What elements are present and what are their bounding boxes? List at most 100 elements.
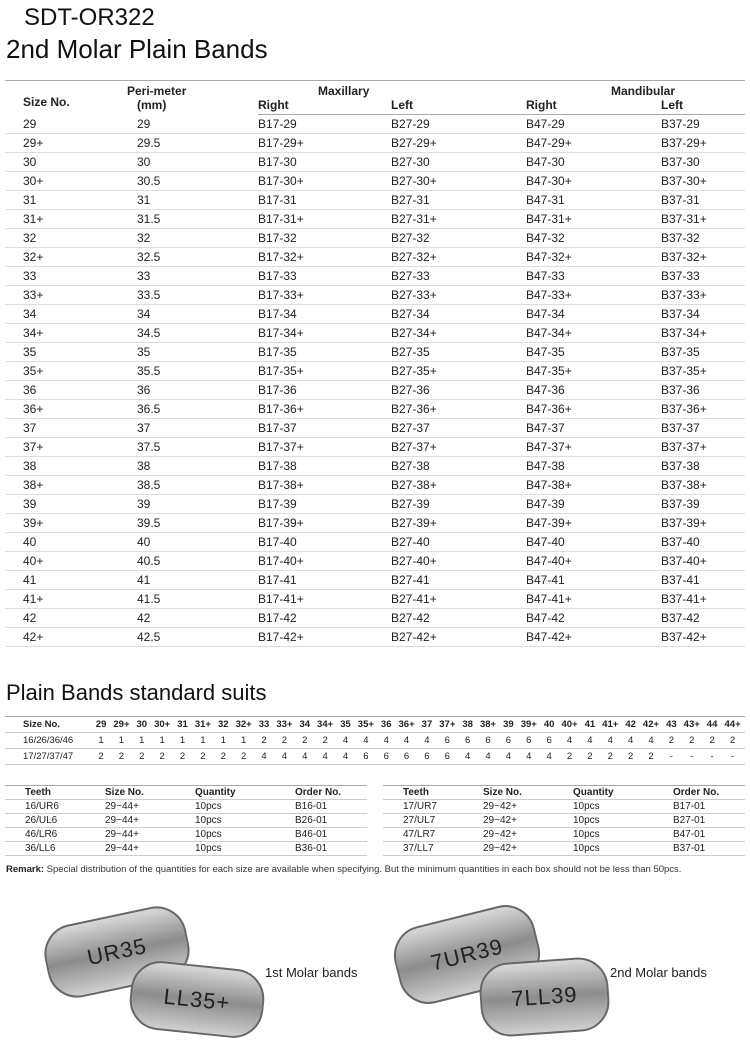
table-cell: 40+ — [557, 716, 582, 733]
table-cell: B37-37+ — [661, 437, 745, 457]
table-row: 42 42 B17-42 B27-42 B47-42 B37-42 — [5, 608, 745, 628]
table-cell: 2 — [720, 732, 745, 749]
table-cell: 2 — [272, 732, 297, 749]
table-cell: 4 — [353, 732, 379, 749]
table-cell: B27-42 — [391, 608, 526, 628]
table-cell: 4 — [272, 748, 297, 765]
table-cell: B47-33+ — [526, 285, 661, 305]
table-cell: B47-35+ — [526, 361, 661, 381]
suits-table: Size No. 29 29+ 30 30+ 31 31+ 32 32+ 33 33+ 34 34+ 35… — [5, 716, 745, 765]
table-row: 30 30 B17-30 B27-30 B47-30 B37-30 — [5, 152, 745, 172]
table-cell: 10pcs — [195, 841, 295, 856]
table-cell: B17-36 — [258, 380, 391, 400]
table-cell: 32 — [5, 228, 123, 248]
table-cell: 6 — [459, 732, 476, 749]
table-cell: 6 — [500, 732, 517, 749]
table-cell: 37+ — [5, 437, 123, 457]
table-cell: B17-31 — [258, 190, 391, 210]
table-cell: 4 — [255, 748, 273, 765]
table-cell: 33.5 — [123, 285, 258, 305]
table-cell: 30 — [133, 716, 150, 733]
table-cell: B27-31+ — [391, 209, 526, 229]
remark: Remark: Special distribution of the quan… — [6, 864, 681, 875]
table-cell: B17-33 — [258, 266, 391, 286]
table-cell: B17-35 — [258, 342, 391, 362]
caption-2nd-molar: 2nd Molar bands — [610, 965, 707, 980]
table-cell: 34+ — [5, 323, 123, 343]
table-cell: 33+ — [5, 285, 123, 305]
table-cell: B37-41 — [661, 570, 745, 590]
table-cell: - — [704, 748, 721, 765]
table-cell: 29~44+ — [105, 799, 195, 814]
col-maxillary: Maxillary — [258, 80, 526, 98]
table-cell: B17-38+ — [258, 475, 391, 495]
table-cell: 29~44+ — [105, 841, 195, 856]
table-cell: B37-36 — [661, 380, 745, 400]
table-cell: 4 — [581, 732, 598, 749]
table-cell: 1 — [109, 732, 134, 749]
table-cell: 38.5 — [123, 475, 258, 495]
table-cell: 27/UL7 — [383, 813, 483, 828]
table-cell: 29~42+ — [483, 827, 573, 842]
table-cell: B37-36+ — [661, 399, 745, 419]
table-cell: 40+ — [5, 551, 123, 571]
table-cell: B17-40 — [258, 532, 391, 552]
table-cell: B37-32 — [661, 228, 745, 248]
table-cell: B37-31+ — [661, 209, 745, 229]
table-cell: 36+ — [5, 399, 123, 419]
table-cell: 33 — [5, 266, 123, 286]
band-image-7ll39: 7LL39 — [477, 955, 612, 1039]
table-cell: 4 — [378, 732, 395, 749]
table-row: 42+ 42.5 B17-42+ B27-42+ B47-42+ B37-42+ — [5, 627, 745, 647]
table-cell: 30+ — [149, 716, 175, 733]
table-cell: B17-01 — [673, 799, 745, 814]
table-cell: Teeth — [383, 785, 483, 800]
table-cell: 36.5 — [123, 399, 258, 419]
table-cell: B27-31 — [391, 190, 526, 210]
table-cell: B37-32+ — [661, 247, 745, 267]
band-image-ll35: LL35+ — [126, 958, 268, 1041]
table-cell: 4 — [394, 732, 419, 749]
table-cell: 29~42+ — [483, 813, 573, 828]
table-cell: B27-35 — [391, 342, 526, 362]
table-cell: 39 — [123, 494, 258, 514]
table-cell: B17-40+ — [258, 551, 391, 571]
table-cell: 32.5 — [123, 247, 258, 267]
table-cell: 40 — [541, 716, 558, 733]
table-row: 29+ 29.5 B17-29+ B27-29+ B47-29+ B37-29+ — [5, 133, 745, 153]
table-cell: B47-30 — [526, 152, 661, 172]
table-cell: 4 — [622, 732, 639, 749]
table-cell: 6 — [475, 732, 501, 749]
table-cell: 1 — [174, 732, 191, 749]
table-cell: 39 — [5, 494, 123, 514]
remark-text: Special distribution of the quantities f… — [44, 864, 682, 875]
table-cell: - — [679, 748, 705, 765]
table-cell: B17-41+ — [258, 589, 391, 609]
table-cell: B17-34+ — [258, 323, 391, 343]
table-cell: B27-38 — [391, 456, 526, 476]
table-cell: 35+ — [5, 361, 123, 381]
table-cell: 29~44+ — [105, 827, 195, 842]
table-cell: 40 — [5, 532, 123, 552]
table-cell: 32 — [123, 228, 258, 248]
table-row: Size No. 29 29+ 30 30+ 31 31+ 32 32+ 33 33+ 34 34+ 35… — [5, 716, 745, 733]
table-cell: B37-34+ — [661, 323, 745, 343]
table-cell: 6 — [541, 732, 558, 749]
table-row: 16/UR6 29~44+ 10pcs B16-01 — [5, 799, 367, 814]
table-row: 34 34 B17-34 B27-34 B47-34 B37-34 — [5, 304, 745, 324]
table-cell: B47-38 — [526, 456, 661, 476]
table-cell: 39 — [500, 716, 517, 733]
table-row: 32 32 B17-32 B27-32 B47-32 B37-32 — [5, 228, 745, 248]
table-cell: - — [720, 748, 745, 765]
table-cell: 2 — [557, 748, 582, 765]
table-cell: 6 — [378, 748, 395, 765]
table-cell: 35.5 — [123, 361, 258, 381]
table-cell: B37-40 — [661, 532, 745, 552]
table-cell: B17-37 — [258, 418, 391, 438]
table-cell: B27-37+ — [391, 437, 526, 457]
col-size: Size No. — [5, 80, 123, 115]
table-cell: B47-36+ — [526, 399, 661, 419]
table-row: 41 41 B17-41 B27-41 B47-41 B37-41 — [5, 570, 745, 590]
table-cell: 31.5 — [123, 209, 258, 229]
table-cell: B27-39+ — [391, 513, 526, 533]
